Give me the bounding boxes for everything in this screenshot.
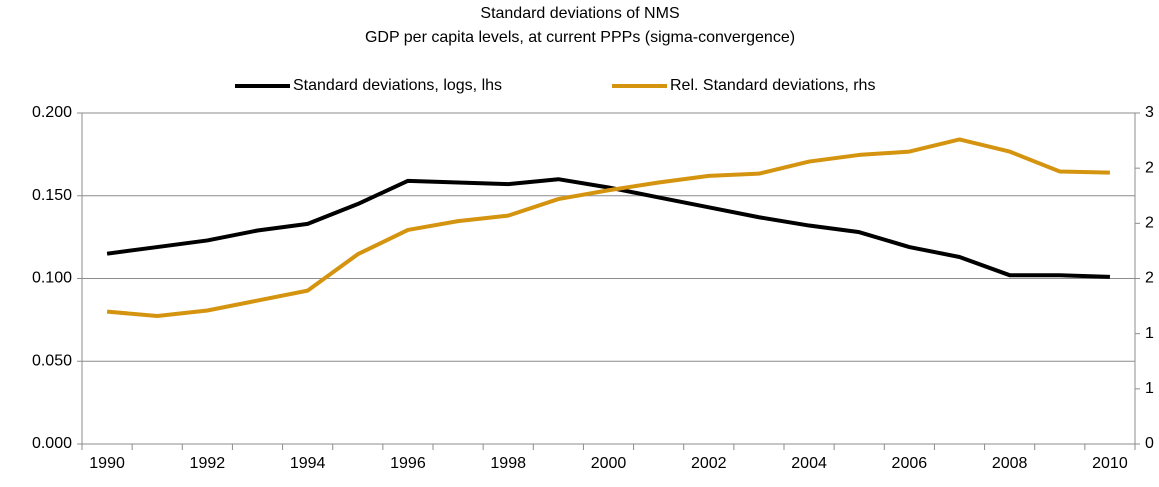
x-tick-label: 1992 (190, 455, 226, 472)
y-tick-label: 0.200 (32, 104, 72, 121)
x-tick-label: 2008 (992, 455, 1028, 472)
series-line (106, 137, 1110, 319)
x-tick-label: 1998 (490, 455, 526, 472)
x-tick-label: 2002 (691, 455, 727, 472)
y-tick-label: 0.050 (32, 352, 72, 369)
y2-tick-label: 2 (1145, 159, 1154, 176)
x-tick-label: 2004 (791, 455, 827, 472)
x-tick-label: 1996 (390, 455, 426, 472)
series-line (106, 177, 1110, 279)
y2-tick-label: 1 (1145, 380, 1154, 397)
y2-tick-label: 2 (1145, 215, 1154, 232)
x-tick-label: 2006 (892, 455, 928, 472)
y-tick-label: 0.000 (32, 435, 72, 452)
legend-label: Standard deviations, logs, lhs (293, 77, 502, 94)
legend-label: Rel. Standard deviations, rhs (670, 77, 875, 94)
y2-tick-label: 1 (1145, 325, 1154, 342)
x-tick-label: 1994 (290, 455, 326, 472)
x-tick-label: 2010 (1092, 455, 1128, 472)
y2-tick-label: 2 (1145, 270, 1154, 287)
chart-subtitle: GDP per capita levels, at current PPPs (… (365, 29, 795, 46)
x-tick-label: 1990 (89, 455, 125, 472)
y-tick-label: 0.150 (32, 187, 72, 204)
chart-title: Standard deviations of NMS (480, 5, 679, 22)
y-tick-label: 0.100 (32, 270, 72, 287)
y2-tick-label: 3 (1145, 104, 1154, 121)
x-tick-label: 2000 (591, 455, 627, 472)
y2-tick-label: 0 (1145, 435, 1154, 452)
